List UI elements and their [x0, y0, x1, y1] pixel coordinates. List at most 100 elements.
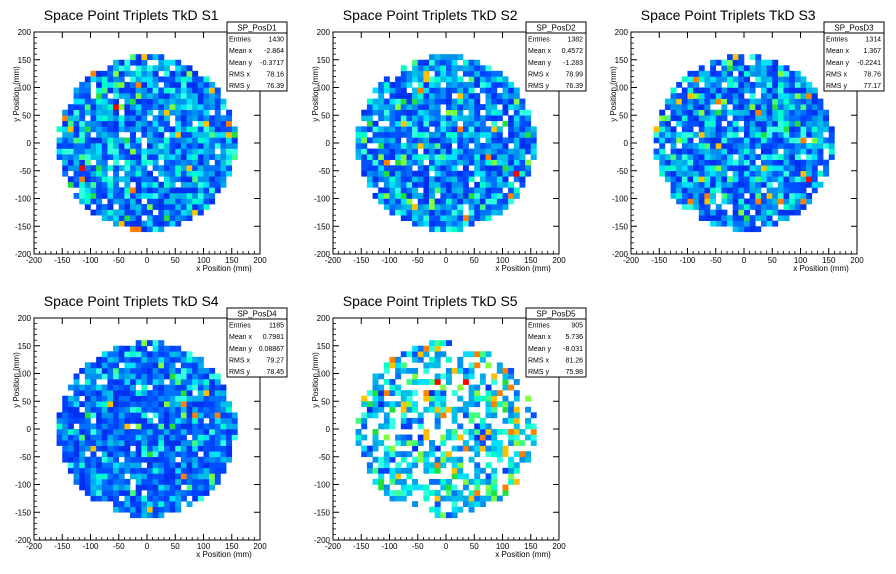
heatmap-bin	[192, 417, 199, 424]
heatmap-bin	[383, 423, 390, 430]
heatmap-bin	[766, 120, 773, 127]
heatmap-bin	[811, 170, 818, 177]
heatmap-bin	[417, 423, 424, 430]
heatmap-bin	[67, 434, 74, 441]
heatmap-bin	[113, 81, 120, 88]
heatmap-bin	[73, 159, 80, 166]
heatmap-bin	[203, 76, 210, 83]
heatmap-bin	[434, 159, 441, 166]
heatmap-bin	[429, 406, 435, 413]
heatmap-bin	[811, 143, 818, 149]
heatmap-bin	[406, 154, 413, 160]
heatmap-bin	[676, 192, 683, 199]
heatmap-bin	[84, 159, 91, 166]
heatmap-bin	[73, 384, 80, 391]
heatmap-bin	[698, 65, 705, 72]
heatmap-bin	[378, 423, 385, 430]
heatmap-bin	[73, 440, 80, 446]
heatmap-bin	[73, 473, 80, 480]
heatmap-bin	[84, 384, 91, 391]
heatmap-bin	[772, 87, 779, 94]
heatmap-bin	[118, 406, 125, 413]
heatmap-bin	[468, 198, 475, 205]
heatmap-bin	[423, 109, 430, 116]
heatmap-bin	[670, 187, 677, 194]
heatmap-bin	[180, 170, 187, 177]
heatmap-bin	[446, 456, 452, 463]
heatmap-bin	[163, 220, 170, 227]
heatmap-bin	[406, 109, 413, 116]
heatmap-bin	[203, 484, 210, 491]
heatmap-bin	[101, 390, 108, 396]
heatmap-bin	[84, 93, 91, 99]
heatmap-bin	[462, 154, 469, 160]
heatmap-bin	[73, 109, 80, 116]
heatmap-bin	[423, 126, 430, 133]
heatmap-bin	[79, 81, 86, 88]
heatmap-bin	[197, 165, 204, 172]
heatmap-bin	[366, 451, 373, 458]
heatmap-bin	[79, 137, 86, 144]
x-tick-label: 0	[444, 256, 449, 265]
heatmap-bin	[519, 104, 526, 110]
heatmap-bin	[209, 484, 216, 491]
heatmap-bin	[417, 143, 424, 149]
heatmap-bin	[124, 98, 131, 105]
heatmap-bin	[738, 204, 745, 210]
heatmap-bin	[755, 81, 762, 88]
heatmap-bin	[468, 126, 475, 133]
heatmap-bin	[73, 451, 80, 458]
heatmap-bin	[462, 440, 469, 446]
heatmap-bin	[738, 220, 745, 227]
heatmap-bin	[417, 379, 424, 385]
heatmap-bin	[766, 98, 773, 105]
heatmap-bin	[440, 98, 447, 105]
heatmap-bin	[192, 131, 199, 138]
heatmap-bin	[525, 159, 532, 166]
heatmap-bin	[727, 148, 733, 155]
stats-label: RMS x	[528, 357, 550, 364]
heatmap-bin	[727, 215, 733, 221]
x-tick-label: 150	[822, 256, 836, 265]
heatmap-bin	[794, 115, 801, 122]
heatmap-bin	[175, 115, 182, 122]
heatmap-bin	[84, 395, 91, 402]
heatmap-bin	[56, 434, 63, 441]
heatmap-bin	[141, 412, 148, 419]
heatmap-bin	[130, 165, 136, 172]
heatmap-bin	[203, 204, 210, 210]
heatmap-bin	[429, 345, 435, 352]
heatmap-bin	[519, 131, 526, 138]
heatmap-bin	[468, 490, 475, 496]
heatmap-bin	[721, 176, 728, 183]
heatmap-bin	[502, 104, 509, 110]
heatmap-bin	[79, 390, 86, 396]
heatmap-bin	[372, 154, 379, 160]
y-tick-label: 200	[615, 28, 629, 37]
heatmap-bin	[474, 362, 481, 369]
heatmap-bin	[395, 76, 402, 83]
stats-value: 79.27	[266, 357, 284, 364]
heatmap-bin	[474, 137, 481, 144]
heatmap-bin	[147, 137, 153, 144]
heatmap-bin	[180, 109, 187, 116]
heatmap-bin	[197, 198, 204, 205]
heatmap-bin	[513, 159, 520, 166]
heatmap-bin	[152, 93, 159, 99]
heatmap-bin	[485, 165, 492, 172]
heatmap-bin	[186, 215, 193, 221]
heatmap-bin	[84, 131, 91, 138]
x-tick-label: 200	[850, 256, 864, 265]
heatmap-bin	[175, 501, 182, 507]
heatmap-bin	[502, 373, 509, 380]
heatmap-bin	[451, 115, 458, 122]
heatmap-bin	[135, 159, 142, 166]
heatmap-bin	[721, 76, 728, 83]
heatmap-bin	[479, 120, 486, 127]
heatmap-bin	[434, 467, 441, 474]
heatmap-bin	[124, 395, 131, 402]
heatmap-bin	[203, 434, 210, 441]
heatmap-bin	[169, 417, 176, 424]
heatmap-bin	[502, 109, 509, 116]
heatmap-bin	[130, 495, 136, 502]
